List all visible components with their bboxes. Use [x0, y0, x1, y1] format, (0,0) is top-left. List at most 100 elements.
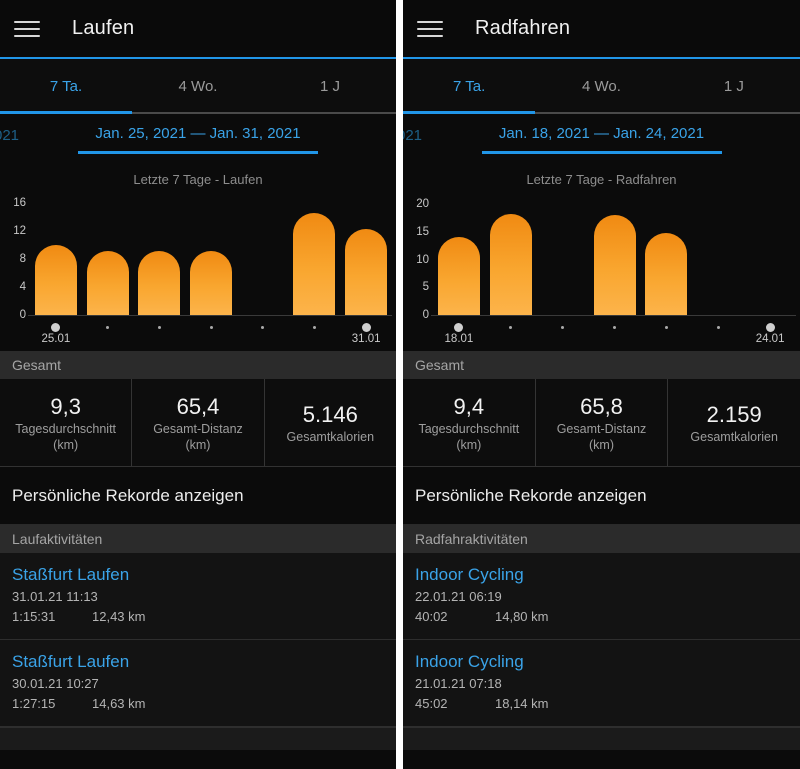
activity-metrics: 1:27:15 14,63 km	[12, 694, 384, 714]
stat-daily-average[interactable]: 9,3 Tagesdurchschnitt (km)	[0, 379, 131, 466]
list-item[interactable]: Staßfurt Laufen 31.01.21 11:13 1:15:31 1…	[0, 553, 396, 640]
chart-bar[interactable]	[138, 250, 181, 315]
chart-bar-slot	[537, 193, 589, 315]
date-prev-label[interactable]: 021	[0, 127, 20, 144]
tab-1-year[interactable]: 1 J	[319, 78, 340, 95]
personal-records-button[interactable]: Persönliche Rekorde anzeigen	[403, 467, 800, 525]
chart-day-dot-slot	[433, 319, 485, 335]
stat-total-distance[interactable]: 65,4 Gesamt-Distanz (km)	[131, 379, 263, 466]
date-active-underline	[78, 151, 318, 154]
chart-day-dot-slot	[340, 319, 392, 335]
chart-bar-slot	[30, 193, 82, 315]
personal-records-button[interactable]: Persönliche Rekorde anzeigen	[0, 467, 396, 525]
chart-day-dot-icon	[561, 325, 565, 329]
chart-bar[interactable]	[489, 213, 532, 315]
tab-4-weeks[interactable]: 4 Wo.	[178, 78, 218, 95]
stat-total-calories[interactable]: 2.159 Gesamtkalorien	[667, 379, 800, 466]
x-axis-tick-label: 31.01	[351, 333, 381, 345]
tab-7-days[interactable]: 7 Ta.	[49, 78, 83, 95]
activity-distance: 14,63 km	[92, 696, 146, 711]
tab-4-weeks[interactable]: 4 Wo.	[582, 78, 621, 95]
chart-subtitle: Letzte 7 Tage - Laufen	[0, 162, 396, 193]
chart-day-dot-slot	[133, 319, 185, 335]
list-tail	[403, 727, 800, 750]
list-item[interactable]: Staßfurt Laufen 30.01.21 10:27 1:27:15 1…	[0, 640, 396, 727]
chart-day-dot-endpoint-icon	[765, 322, 775, 332]
activity-distance: 12,43 km	[92, 609, 146, 624]
chart-bar-slot	[237, 193, 289, 315]
list-item[interactable]: Indoor Cycling 21.01.21 07:18 45:02 18,1…	[403, 640, 800, 727]
chart-day-dot-icon	[157, 325, 161, 329]
time-range-tabs: 7 Ta. 4 Wo. 1 J	[403, 59, 800, 114]
chart-day-dot-icon	[613, 325, 616, 329]
appbar-divider	[403, 57, 800, 59]
chart-day-dot-icon	[664, 325, 668, 329]
tab-1-year[interactable]: 1 J	[723, 78, 744, 95]
stat-total-calories[interactable]: 5.146 Gesamtkalorien	[263, 379, 396, 466]
x-axis-tick-label	[82, 333, 134, 349]
chart-day-dot-slot	[537, 319, 589, 335]
chart-day-dot-icon	[716, 325, 720, 329]
chart-day-dot-slot	[744, 319, 796, 335]
stat-total-distance[interactable]: 65,8 Gesamt-Distanz (km)	[534, 379, 668, 466]
y-axis-tick-label: 10	[416, 253, 429, 266]
date-prev-label[interactable]: 021	[403, 127, 423, 144]
app-bar: Radfahren	[403, 0, 800, 57]
weekly-distance-chart: 0 5 10 15 20 18.01 24.01	[403, 193, 800, 351]
y-axis-tick-label: 4	[19, 281, 26, 294]
tab-active-underline	[0, 111, 132, 114]
chart-bar[interactable]	[190, 250, 233, 315]
chart-bar[interactable]	[34, 245, 77, 315]
y-axis-tick-label: 0	[422, 309, 429, 321]
stat-daily-average[interactable]: 9,4 Tagesdurchschnitt (km)	[403, 379, 535, 466]
x-axis-tick-label	[589, 333, 641, 349]
activity-distance: 18,14 km	[495, 696, 549, 711]
chart-bar-slot	[433, 193, 485, 315]
stat-value: 65,4	[176, 393, 220, 419]
activity-duration: 45:02	[415, 696, 448, 711]
hamburger-menu-icon[interactable]	[14, 19, 40, 39]
page-title: Radfahren	[475, 17, 571, 39]
x-axis-tick-label: 18.01	[444, 333, 474, 345]
chart-bars	[433, 193, 796, 315]
y-axis-tick-label: 16	[13, 197, 26, 210]
stat-label-unit: (km)	[589, 437, 614, 452]
activity-duration: 1:27:15	[12, 696, 56, 711]
date-current-label[interactable]: Jan. 18, 2021 — Jan. 24, 2021	[498, 125, 705, 142]
stat-label: Gesamt-Distanz	[153, 421, 243, 436]
chart-bar[interactable]	[437, 237, 480, 315]
x-axis-tick-label	[640, 333, 692, 349]
y-axis-tick-label: 0	[19, 309, 26, 321]
chart-day-dot-slot	[640, 319, 692, 335]
chart-bar[interactable]	[345, 228, 388, 315]
stat-label-unit: (km)	[185, 437, 211, 452]
list-item[interactable]: Indoor Cycling 22.01.21 06:19 40:02 14,8…	[403, 553, 800, 640]
stat-value: 9,4	[453, 393, 485, 419]
chart-bar[interactable]	[293, 213, 336, 315]
tab-active-underline	[403, 111, 535, 114]
chart-day-dot-icon	[261, 325, 265, 329]
chart-bar-slot	[82, 193, 134, 315]
totals-section-header: Gesamt	[403, 351, 800, 379]
chart-day-dot-slot	[82, 319, 134, 335]
chart-day-dot-endpoint-icon	[454, 322, 464, 332]
activity-title: Indoor Cycling	[415, 565, 524, 584]
activity-datetime: 22.01.21 06:19	[415, 589, 502, 604]
stat-value: 5.146	[302, 401, 358, 427]
hamburger-menu-icon[interactable]	[417, 19, 443, 39]
activity-duration: 40:02	[415, 609, 448, 624]
tab-7-days[interactable]: 7 Ta.	[453, 78, 486, 95]
date-current-label[interactable]: Jan. 25, 2021 — Jan. 31, 2021	[95, 125, 301, 142]
chart-bar[interactable]	[645, 233, 688, 315]
chart-bar[interactable]	[86, 250, 129, 315]
activity-datetime: 31.01.21 11:13	[12, 589, 98, 604]
x-axis-tick-label	[537, 333, 589, 349]
chart-bar[interactable]	[593, 215, 636, 315]
chart-subtitle: Letzte 7 Tage - Radfahren	[403, 162, 800, 193]
chart-day-dot-slot	[30, 319, 82, 335]
chart-baseline	[28, 315, 392, 316]
date-range-pager: 021 Jan. 18, 2021 — Jan. 24, 2021	[403, 114, 800, 162]
stat-value: 65,8	[580, 393, 623, 419]
date-active-underline	[481, 151, 722, 154]
app-bar: Laufen	[0, 0, 396, 57]
